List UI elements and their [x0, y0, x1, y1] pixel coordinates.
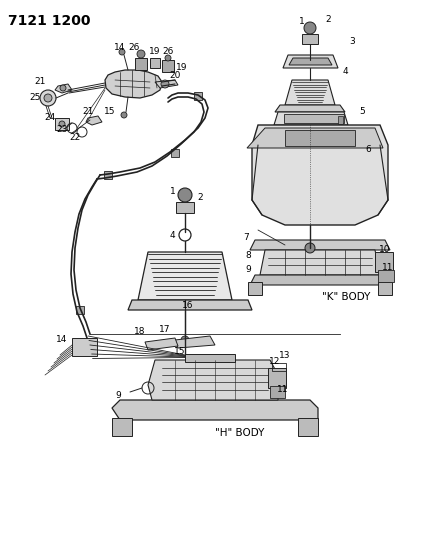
Text: 11: 11	[277, 385, 289, 394]
Polygon shape	[275, 105, 345, 112]
Text: 22: 22	[69, 133, 80, 142]
Circle shape	[181, 336, 189, 344]
Text: 14: 14	[114, 43, 126, 52]
Circle shape	[59, 121, 65, 127]
Text: 14: 14	[56, 335, 68, 344]
Bar	[302, 34, 318, 44]
Bar	[55, 118, 69, 130]
Polygon shape	[283, 55, 338, 68]
Text: 3: 3	[349, 37, 355, 46]
Text: 9: 9	[115, 392, 121, 400]
Polygon shape	[128, 300, 252, 310]
Bar	[150, 58, 160, 68]
Circle shape	[119, 49, 125, 55]
Text: 13: 13	[279, 351, 291, 360]
Polygon shape	[260, 250, 380, 275]
Bar	[76, 306, 84, 314]
Bar	[285, 130, 355, 146]
Bar	[375, 252, 393, 272]
Bar	[112, 418, 132, 436]
Text: 25: 25	[29, 93, 41, 101]
Bar	[104, 171, 112, 179]
Bar	[72, 338, 97, 356]
Circle shape	[165, 55, 171, 61]
Text: 20: 20	[169, 71, 181, 80]
Circle shape	[137, 50, 145, 58]
Polygon shape	[155, 80, 178, 88]
Bar	[272, 363, 286, 371]
Text: 5: 5	[359, 108, 365, 117]
Circle shape	[121, 112, 127, 118]
Polygon shape	[148, 360, 278, 400]
Text: 26: 26	[162, 47, 174, 56]
Bar	[185, 354, 235, 362]
Bar	[378, 270, 394, 282]
Bar	[194, 92, 202, 100]
Circle shape	[178, 188, 192, 202]
Text: 4: 4	[342, 68, 348, 77]
Polygon shape	[112, 400, 318, 420]
Circle shape	[161, 80, 169, 88]
Bar	[162, 60, 174, 72]
Polygon shape	[250, 240, 390, 250]
Polygon shape	[175, 336, 215, 348]
Text: 15: 15	[104, 108, 116, 117]
Text: 11: 11	[382, 263, 394, 272]
Text: 17: 17	[159, 326, 171, 335]
Text: 7121 1200: 7121 1200	[8, 14, 90, 28]
Polygon shape	[55, 84, 72, 93]
Polygon shape	[138, 252, 232, 300]
Polygon shape	[145, 338, 178, 350]
Text: "H" BODY: "H" BODY	[215, 428, 265, 438]
Text: 7: 7	[243, 233, 249, 243]
Text: 19: 19	[176, 63, 188, 72]
Text: 26: 26	[128, 44, 140, 52]
Text: 10: 10	[379, 246, 391, 254]
Text: 2: 2	[325, 15, 331, 25]
Polygon shape	[252, 125, 388, 225]
Text: 19: 19	[149, 47, 161, 56]
Bar	[176, 202, 194, 213]
Circle shape	[44, 94, 52, 102]
Text: 21: 21	[34, 77, 46, 86]
Bar	[135, 58, 147, 70]
Polygon shape	[105, 70, 162, 98]
Circle shape	[40, 90, 56, 106]
Text: 18: 18	[134, 327, 146, 336]
Polygon shape	[248, 282, 262, 295]
Text: 15: 15	[174, 348, 186, 357]
Text: "K" BODY: "K" BODY	[321, 292, 370, 302]
Polygon shape	[250, 275, 390, 285]
Polygon shape	[247, 128, 383, 148]
Circle shape	[60, 85, 66, 91]
Text: 1: 1	[299, 18, 305, 27]
Polygon shape	[274, 112, 348, 125]
Bar	[298, 418, 318, 436]
Circle shape	[305, 243, 315, 253]
Text: 9: 9	[245, 265, 251, 274]
Text: 1: 1	[170, 188, 176, 197]
Text: 8: 8	[245, 251, 251, 260]
Text: 2: 2	[197, 193, 203, 203]
Polygon shape	[285, 80, 335, 105]
Text: 6: 6	[365, 146, 371, 155]
Bar	[338, 116, 343, 124]
Text: 23: 23	[56, 125, 68, 134]
Text: 4: 4	[169, 230, 175, 239]
Circle shape	[304, 22, 316, 34]
Text: 24: 24	[45, 114, 56, 123]
Bar	[171, 149, 179, 157]
Text: 16: 16	[182, 301, 194, 310]
Polygon shape	[378, 282, 392, 295]
Text: 12: 12	[269, 358, 281, 367]
Bar	[270, 386, 285, 398]
Bar	[268, 368, 286, 388]
Polygon shape	[289, 58, 332, 65]
Bar	[284, 114, 344, 123]
Polygon shape	[86, 116, 102, 125]
Text: 21: 21	[82, 108, 94, 117]
